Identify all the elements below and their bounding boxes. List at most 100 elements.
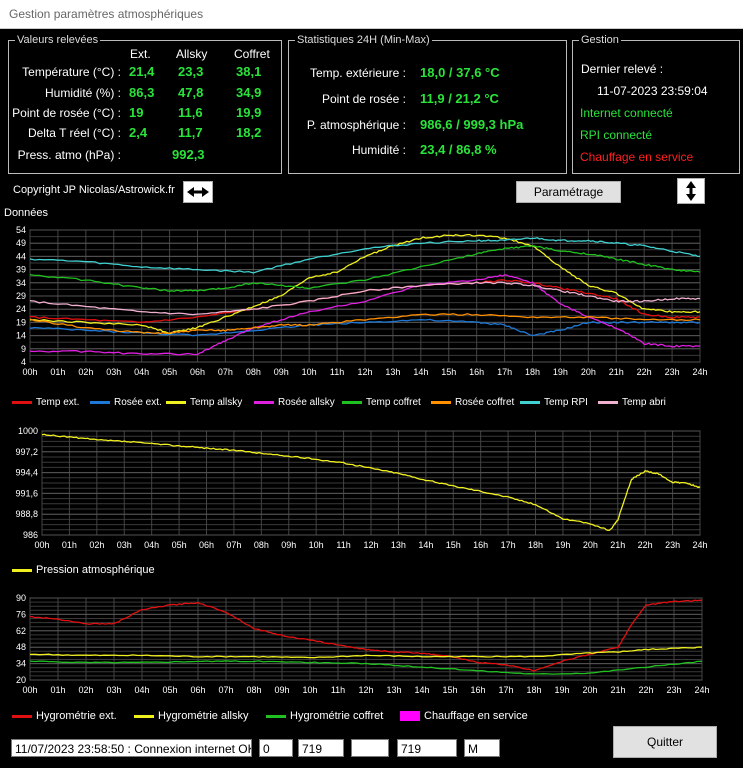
parametrage-button[interactable]: Paramétrage [516, 181, 621, 203]
field-2[interactable]: 719 [298, 739, 344, 757]
legend-label: Hygrométrie coffret [290, 710, 384, 722]
field-3[interactable] [351, 739, 389, 757]
status-message[interactable]: 11/07/2023 23:58:50 : Connexion internet… [11, 739, 252, 757]
stat-value-pression: 986,6 / 999,3 hPa [420, 117, 524, 132]
vertical-arrows-icon [686, 181, 696, 201]
x-tick-label: 21h [610, 540, 625, 550]
legend-swatch [342, 400, 362, 404]
x-tick-label: 05h [162, 367, 177, 377]
y-tick-label: 39 [16, 265, 26, 275]
title-bar: Gestion paramètres atmosphériques [0, 0, 743, 29]
x-tick-label: 06h [190, 685, 205, 695]
legend-swatch [134, 714, 154, 718]
x-tick-label: 20h [581, 367, 596, 377]
stat-label-rosee: Point de rosée : [321, 92, 406, 106]
x-tick-label: 00h [22, 685, 37, 695]
legend-label: Chauffage en service [424, 710, 528, 722]
rpi-status: RPI connecté [580, 128, 653, 142]
value-hum-allsky: 47,8 [178, 85, 204, 100]
y-tick-label: 4 [21, 357, 26, 367]
horizontal-resize-button[interactable] [183, 181, 213, 203]
series-line [29, 313, 701, 335]
x-tick-label: 22h [638, 540, 653, 550]
x-tick-label: 14h [414, 685, 429, 695]
x-tick-label: 08h [246, 685, 261, 695]
x-tick-label: 16h [470, 685, 485, 695]
x-tick-label: 11h [331, 685, 345, 695]
chauffage-status: Chauffage en service [580, 150, 694, 164]
legend-temp-ext: Temp ext. [12, 397, 79, 408]
legend-swatch [598, 400, 618, 404]
x-tick-label: 20h [582, 685, 597, 695]
legend-label: Rosée ext. [114, 397, 162, 408]
x-tick-label: 09h [274, 685, 289, 695]
x-tick-label: 10h [309, 540, 324, 550]
series-line [29, 236, 700, 274]
y-tick-label: 54 [16, 225, 26, 235]
x-tick-label: 00h [34, 540, 49, 550]
y-tick-label: 1000 [18, 426, 38, 436]
legend-swatch [431, 400, 451, 404]
x-tick-label: 12h [358, 685, 373, 695]
vertical-resize-button[interactable] [677, 178, 705, 204]
y-tick-label: 994,4 [15, 468, 38, 478]
x-tick-label: 18h [528, 540, 543, 550]
legend-hygro-allsky: Hygrométrie allsky [134, 710, 248, 722]
field-5[interactable]: M [464, 739, 500, 757]
stat-label-temp: Temp. extérieure : [309, 66, 406, 80]
legend-hygro-ext: Hygrométrie ext. [12, 710, 117, 722]
legend-rosee-coffret: Rosée coffret [431, 397, 514, 408]
x-tick-label: 16h [473, 540, 488, 550]
legend-swatch [90, 400, 110, 404]
legend-rosee-ext: Rosée ext. [90, 397, 162, 408]
x-tick-label: 07h [218, 685, 233, 695]
x-tick-label: 09h [281, 540, 296, 550]
field-4[interactable]: 719 [397, 739, 457, 757]
value-temp-ext: 21,4 [129, 64, 155, 79]
y-tick-label: 34 [16, 278, 26, 288]
stat-label-humidite: Humidité : [351, 143, 406, 157]
legend-pression: Pression atmosphérique [12, 564, 155, 576]
press-value: 992,3 [172, 147, 205, 162]
value-rosee-coffret: 19,9 [236, 105, 262, 120]
y-tick-label: 90 [16, 593, 26, 603]
field-1[interactable]: 0 [259, 739, 293, 757]
quit-button[interactable]: Quitter [613, 726, 717, 758]
horizontal-arrows-icon [187, 187, 209, 197]
legend-label: Rosée coffret [455, 397, 515, 408]
x-tick-label: 04h [134, 685, 149, 695]
x-tick-label: 19h [553, 367, 568, 377]
header-coffret: Coffret [234, 47, 270, 61]
releves-group: Valeurs relevées [8, 33, 282, 174]
x-tick-label: 16h [469, 367, 484, 377]
x-tick-label: 12h [357, 367, 372, 377]
x-tick-label: 11h [336, 540, 350, 550]
y-tick-label: 991,6 [15, 488, 38, 498]
y-tick-label: 29 [16, 291, 26, 301]
x-tick-label: 17h [498, 685, 513, 695]
legend-swatch [166, 400, 186, 404]
value-delta-ext: 2,4 [129, 125, 148, 140]
x-tick-label: 24h [694, 685, 709, 695]
legend-temp-abri: Temp abri [598, 397, 666, 408]
x-tick-label: 23h [665, 540, 680, 550]
x-tick-label: 19h [555, 540, 570, 550]
x-tick-label: 24h [692, 367, 707, 377]
series-line [29, 599, 703, 672]
x-tick-label: 13h [386, 685, 401, 695]
row-label-delta: Delta T réel (°C) : [27, 126, 121, 140]
x-tick-label: 07h [218, 367, 233, 377]
legend-swatch [254, 400, 274, 404]
x-tick-label: 15h [442, 685, 457, 695]
x-tick-label: 01h [62, 540, 77, 550]
row-label-rosee: Point de rosée (°C) : [12, 106, 121, 120]
copyright-text: Copyright JP Nicolas/Astrowick.fr [13, 184, 175, 196]
row-label-humidite: Humidité (%) : [44, 86, 121, 100]
x-tick-label: 02h [89, 540, 104, 550]
stats-title: Statistiques 24H (Min-Max) [295, 33, 432, 47]
x-tick-label: 22h [637, 367, 652, 377]
x-tick-label: 18h [526, 685, 541, 695]
y-tick-label: 986 [23, 530, 38, 540]
legend-swatch [12, 714, 32, 718]
legend-swatch [400, 711, 420, 722]
